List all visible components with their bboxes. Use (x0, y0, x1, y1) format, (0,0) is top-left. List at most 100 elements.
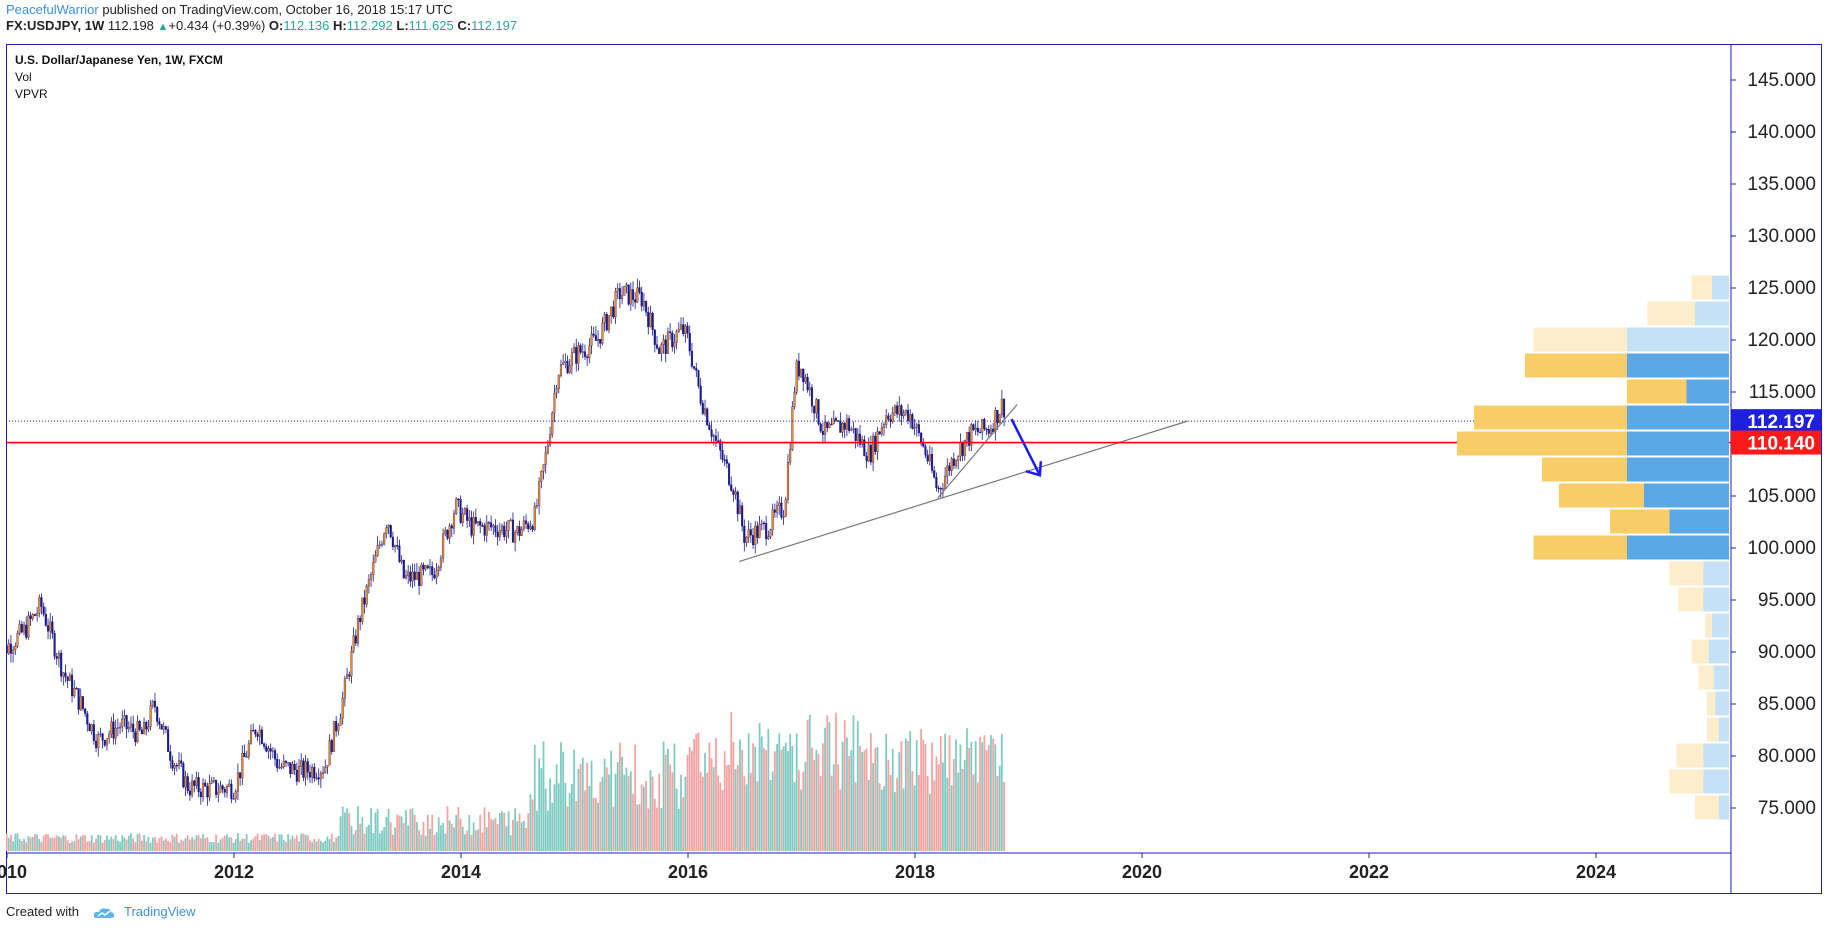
candle-body (738, 505, 741, 515)
candle-body (858, 433, 862, 445)
last-price: 112.198 (107, 18, 154, 33)
volume-bar (396, 814, 399, 851)
candle-body (437, 567, 440, 571)
candle-body (741, 505, 744, 527)
volume-bar (335, 837, 338, 851)
volume-bar (258, 839, 261, 851)
volume-bar (461, 826, 464, 851)
candle-body (693, 366, 696, 369)
candle-body (191, 780, 194, 796)
volume-bar (64, 835, 67, 851)
volume-bar (808, 714, 811, 851)
volume-bar (560, 742, 562, 851)
legend-vol[interactable]: Vol (15, 70, 32, 84)
volume-bar (1003, 781, 1005, 851)
plot-area[interactable] (0, 275, 1731, 851)
y-tick-label: 90.000 (1758, 642, 1816, 663)
volume-bar (817, 753, 820, 851)
legend-title: U.S. Dollar/Japanese Yen, 1W, FXCM (15, 53, 223, 67)
volume-bar (431, 814, 434, 851)
candle-body (383, 533, 386, 545)
volume-bar (239, 840, 242, 851)
volume-bar (784, 742, 787, 851)
volume-bar (217, 842, 220, 851)
x-tick-label: 2024 (1576, 862, 1616, 882)
candle-body (206, 786, 209, 798)
volume-bar (130, 833, 132, 851)
vpvr-bar-down (1669, 561, 1704, 586)
candle-body (455, 498, 458, 514)
y-tick-label: 80.000 (1758, 746, 1816, 767)
candle-body (869, 444, 872, 463)
candle-body (55, 656, 58, 659)
volume-bar (662, 741, 665, 851)
candle-body (583, 351, 587, 357)
candle-body (804, 377, 807, 382)
author-link[interactable]: PeacefulWarrior (6, 2, 99, 17)
volume-bar (108, 839, 111, 851)
volume-bar (509, 835, 512, 851)
volume-bar (525, 827, 527, 851)
candle-body (249, 729, 253, 744)
candle-body (101, 733, 104, 741)
volume-bar (675, 788, 678, 851)
candle-body (902, 412, 905, 417)
volume-bar (671, 772, 674, 851)
volume-bar (503, 812, 506, 851)
candle-body (73, 688, 76, 697)
candle-body (394, 545, 397, 548)
legend-vpvr[interactable]: VPVR (15, 87, 48, 101)
candle-body (411, 571, 414, 582)
candle-body (946, 465, 949, 477)
candle-body (498, 530, 501, 538)
volume-bar (433, 834, 436, 851)
candle-body (354, 635, 357, 644)
volume-bar (261, 835, 263, 851)
candle-body (317, 777, 320, 780)
candle-body (404, 575, 408, 579)
volume-bar (44, 833, 47, 851)
volume-bar (839, 789, 842, 851)
candle-body (228, 783, 231, 787)
volume-bar (536, 810, 538, 851)
candle-body (673, 342, 676, 348)
y-tick-label: 105.000 (1747, 486, 1816, 507)
volume-bar (577, 768, 580, 851)
candle-body (1003, 398, 1006, 418)
candle-body (57, 652, 60, 659)
volume-bar (317, 838, 320, 851)
volume-bar (99, 835, 102, 851)
tradingview-link[interactable]: TradingView (124, 904, 196, 919)
candle-body (701, 403, 704, 414)
candle-body (380, 543, 384, 546)
candle-body (771, 509, 774, 531)
vpvr-bar-up (1703, 587, 1729, 612)
volume-bar (915, 740, 918, 851)
candle-body (998, 414, 1001, 424)
candle-body (714, 435, 717, 441)
y-tick-label: 95.000 (1758, 590, 1816, 611)
volume-bar (706, 772, 709, 851)
candle-body (621, 295, 624, 300)
candle-body (184, 776, 187, 788)
volume-bar (75, 834, 78, 851)
candle-body (813, 405, 816, 414)
candle-body (359, 618, 362, 622)
candle-body (116, 727, 119, 729)
volume-bar (383, 827, 386, 851)
volume-bar (77, 839, 80, 851)
candle-body (119, 726, 122, 729)
volume-bar (957, 772, 960, 851)
candle-body (828, 423, 831, 428)
support-price-tag: 110.140 (1747, 434, 1815, 455)
candle-body (568, 365, 571, 373)
candle-body (136, 721, 139, 743)
volume-bar (695, 733, 698, 851)
volume-bar (237, 833, 239, 851)
candle-body (435, 570, 438, 579)
candle-body (252, 729, 255, 732)
volume-bar (149, 842, 152, 851)
volume-bar (295, 835, 298, 851)
candle-body (867, 444, 870, 462)
